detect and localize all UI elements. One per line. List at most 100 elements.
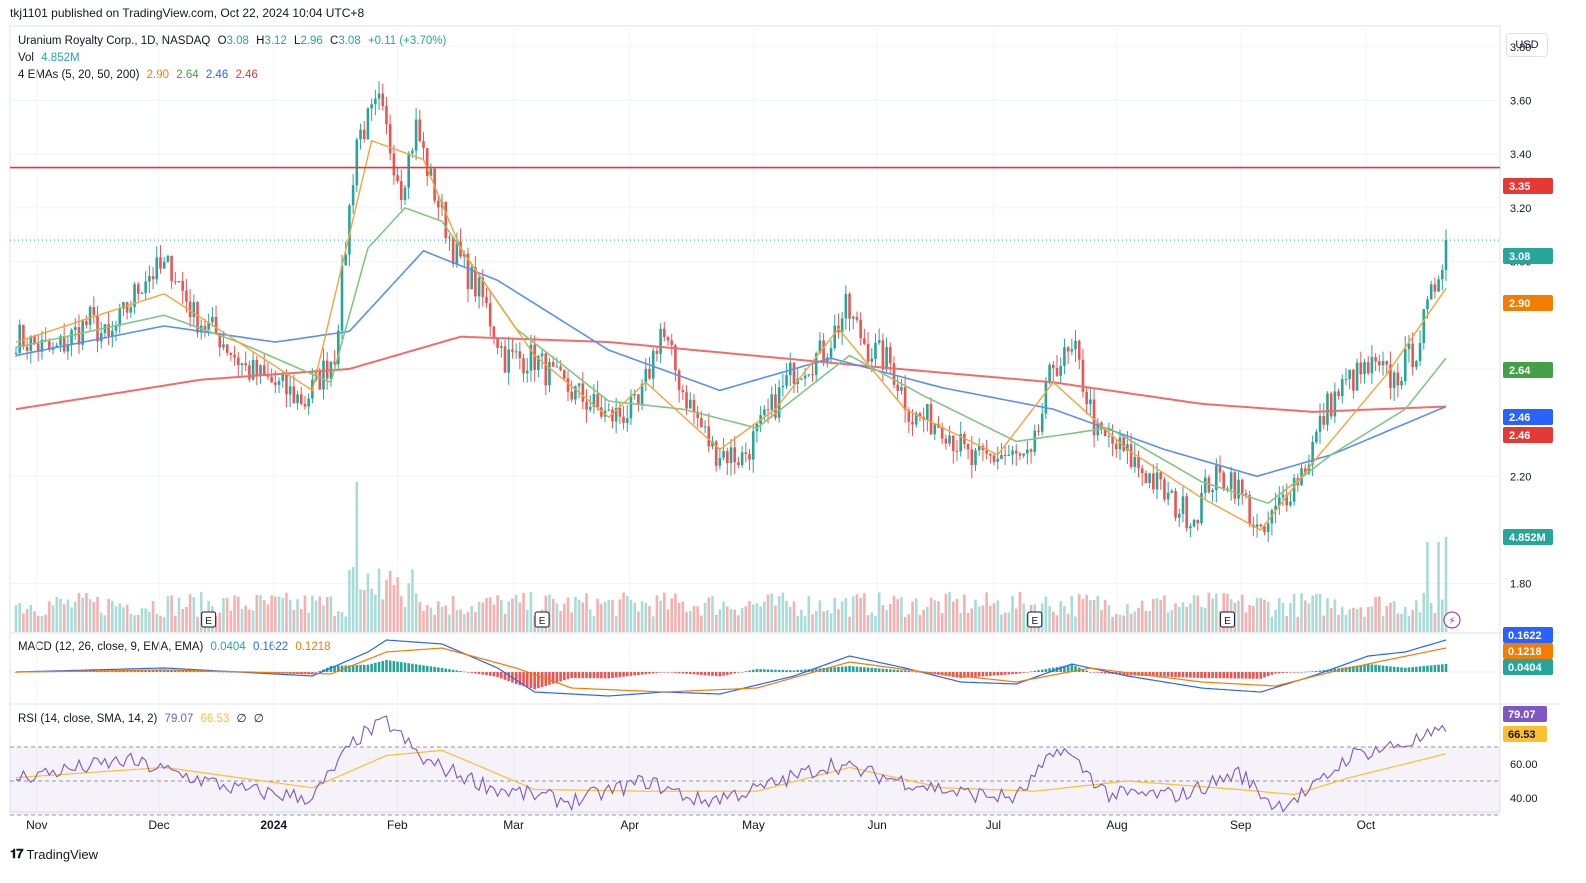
price-tag-label: 3.08: [1509, 251, 1530, 263]
macd-histogram-bar: [981, 672, 985, 677]
volume-bar: [281, 597, 285, 632]
candle-body: [870, 358, 874, 362]
footer-brand-label: TradingView: [26, 846, 99, 862]
candle-body: [992, 455, 996, 462]
volume-bar: [503, 613, 507, 632]
macd-histogram-bar: [1003, 672, 1007, 675]
candle-body: [162, 261, 166, 269]
candle-body: [918, 413, 922, 417]
candle-body: [877, 340, 881, 343]
macd-histogram-bar: [1270, 672, 1274, 675]
candle-body: [977, 445, 981, 451]
volume-bar: [485, 598, 488, 632]
candle-body: [1429, 284, 1433, 300]
candle-body: [996, 458, 1000, 462]
macd-histogram-bar: [611, 672, 614, 678]
volume-bar: [914, 598, 918, 632]
macd-histogram-bar: [1315, 670, 1318, 672]
volume-bar: [129, 613, 133, 632]
candle-body: [1037, 430, 1040, 432]
plot-frame: [9, 25, 1501, 813]
candle-body: [596, 394, 599, 408]
candle-body: [1122, 437, 1125, 451]
volume-bar: [107, 598, 110, 632]
volume-bar: [1111, 616, 1114, 632]
macd-histogram-bar: [133, 670, 136, 672]
volume-bar: [1100, 610, 1103, 632]
currency-button[interactable]: USD: [1506, 33, 1548, 57]
candle-body: [592, 394, 596, 407]
volume-bar: [1248, 604, 1251, 632]
macd-histogram-bar: [529, 672, 533, 689]
volume-bar: [303, 595, 307, 632]
volume-bar: [73, 601, 77, 632]
volume-bar: [670, 598, 674, 632]
volume-bar: [1081, 599, 1085, 632]
candle-body: [859, 319, 862, 339]
candle-body: [803, 375, 807, 379]
macd-tag-label: 0.0404: [1508, 662, 1543, 674]
candle-body: [711, 441, 714, 447]
volume-bar: [555, 603, 559, 632]
candle-body: [222, 344, 225, 348]
volume-bar: [1352, 607, 1355, 632]
candle-body: [129, 307, 133, 313]
macd-histogram-bar: [1163, 672, 1166, 677]
volume-bar: [529, 592, 533, 632]
volume-bar: [329, 596, 333, 632]
candle-body: [503, 346, 507, 373]
macd-histogram-bar: [1355, 665, 1359, 672]
macd-histogram-bar: [170, 670, 173, 672]
volume-bar: [1207, 592, 1211, 632]
volume-bar: [737, 615, 740, 632]
volume-bar: [911, 601, 914, 632]
volume-bar: [362, 590, 366, 632]
candle-body: [1218, 465, 1222, 473]
macd-histogram-bar: [848, 666, 851, 672]
volume-bar: [729, 609, 733, 632]
macd-histogram-bar: [1189, 672, 1192, 678]
macd-histogram-bar: [162, 670, 166, 672]
volume-bar: [470, 606, 473, 632]
macd-histogram-bar: [851, 666, 855, 672]
candle-body: [1196, 519, 1200, 524]
ema200-value: 2.46: [235, 69, 258, 81]
macd-histogram-bar: [1277, 672, 1281, 674]
volume-bar: [325, 597, 329, 632]
volume-bar: [800, 609, 803, 632]
macd-histogram-bar: [814, 668, 818, 672]
candle-body: [477, 277, 481, 297]
macd-histogram-bar: [355, 665, 359, 672]
macd-histogram-bar: [1129, 672, 1133, 676]
macd-histogram-bar: [977, 672, 981, 677]
volume-bar: [348, 570, 351, 632]
volume-bar: [629, 600, 633, 632]
volume-bar: [1237, 600, 1240, 632]
low-value: L2.96: [294, 35, 323, 47]
volume-bar: [596, 598, 599, 632]
volume-bar: [492, 604, 496, 632]
macd-histogram-bar: [418, 664, 422, 672]
candle-body: [1114, 443, 1118, 450]
candle-body: [651, 350, 655, 379]
macd-histogram-bar: [1059, 666, 1063, 672]
candle-body: [1026, 449, 1029, 454]
macd-histogram-bar: [870, 667, 874, 672]
macd-histogram-bar: [362, 664, 366, 672]
volume-legend: Vol 4.852M: [18, 52, 84, 64]
lightning-icon: [1443, 611, 1461, 629]
macd-histogram-bar: [407, 663, 410, 672]
volume-bar: [229, 610, 233, 632]
volume-bar: [44, 614, 47, 632]
time-tick-label: Mar: [503, 818, 524, 832]
candle-body: [614, 407, 618, 422]
macd-histogram-bar: [329, 666, 333, 672]
macd-histogram-bar: [751, 669, 755, 672]
volume-bar: [496, 595, 499, 632]
macd-histogram-bar: [640, 672, 644, 675]
volume-bar: [1048, 606, 1051, 632]
candle-body: [22, 324, 25, 347]
macd-histogram-bar: [1170, 672, 1174, 677]
volume-bar: [948, 592, 951, 632]
